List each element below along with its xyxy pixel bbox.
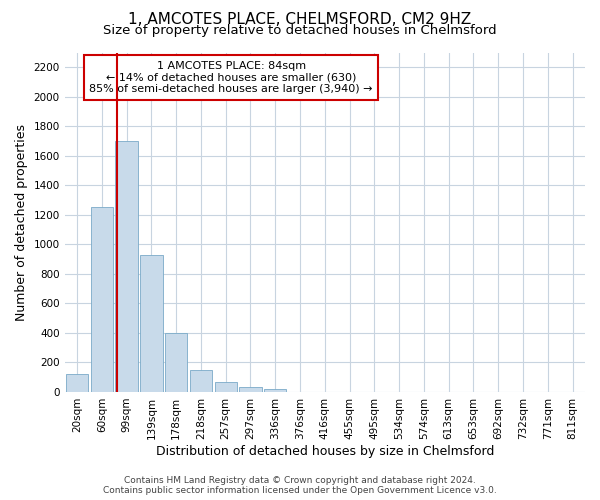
- Bar: [264, 389, 286, 392]
- Bar: [140, 254, 163, 392]
- Text: 1 AMCOTES PLACE: 84sqm
← 14% of detached houses are smaller (630)
85% of semi-de: 1 AMCOTES PLACE: 84sqm ← 14% of detached…: [89, 61, 373, 94]
- Text: Size of property relative to detached houses in Chelmsford: Size of property relative to detached ho…: [103, 24, 497, 37]
- X-axis label: Distribution of detached houses by size in Chelmsford: Distribution of detached houses by size …: [155, 444, 494, 458]
- Bar: [165, 333, 187, 392]
- Bar: [215, 382, 237, 392]
- Bar: [190, 370, 212, 392]
- Bar: [239, 387, 262, 392]
- Text: 1, AMCOTES PLACE, CHELMSFORD, CM2 9HZ: 1, AMCOTES PLACE, CHELMSFORD, CM2 9HZ: [128, 12, 472, 28]
- Bar: [115, 141, 138, 392]
- Y-axis label: Number of detached properties: Number of detached properties: [15, 124, 28, 320]
- Bar: [66, 374, 88, 392]
- Bar: [91, 208, 113, 392]
- Text: Contains HM Land Registry data © Crown copyright and database right 2024.
Contai: Contains HM Land Registry data © Crown c…: [103, 476, 497, 495]
